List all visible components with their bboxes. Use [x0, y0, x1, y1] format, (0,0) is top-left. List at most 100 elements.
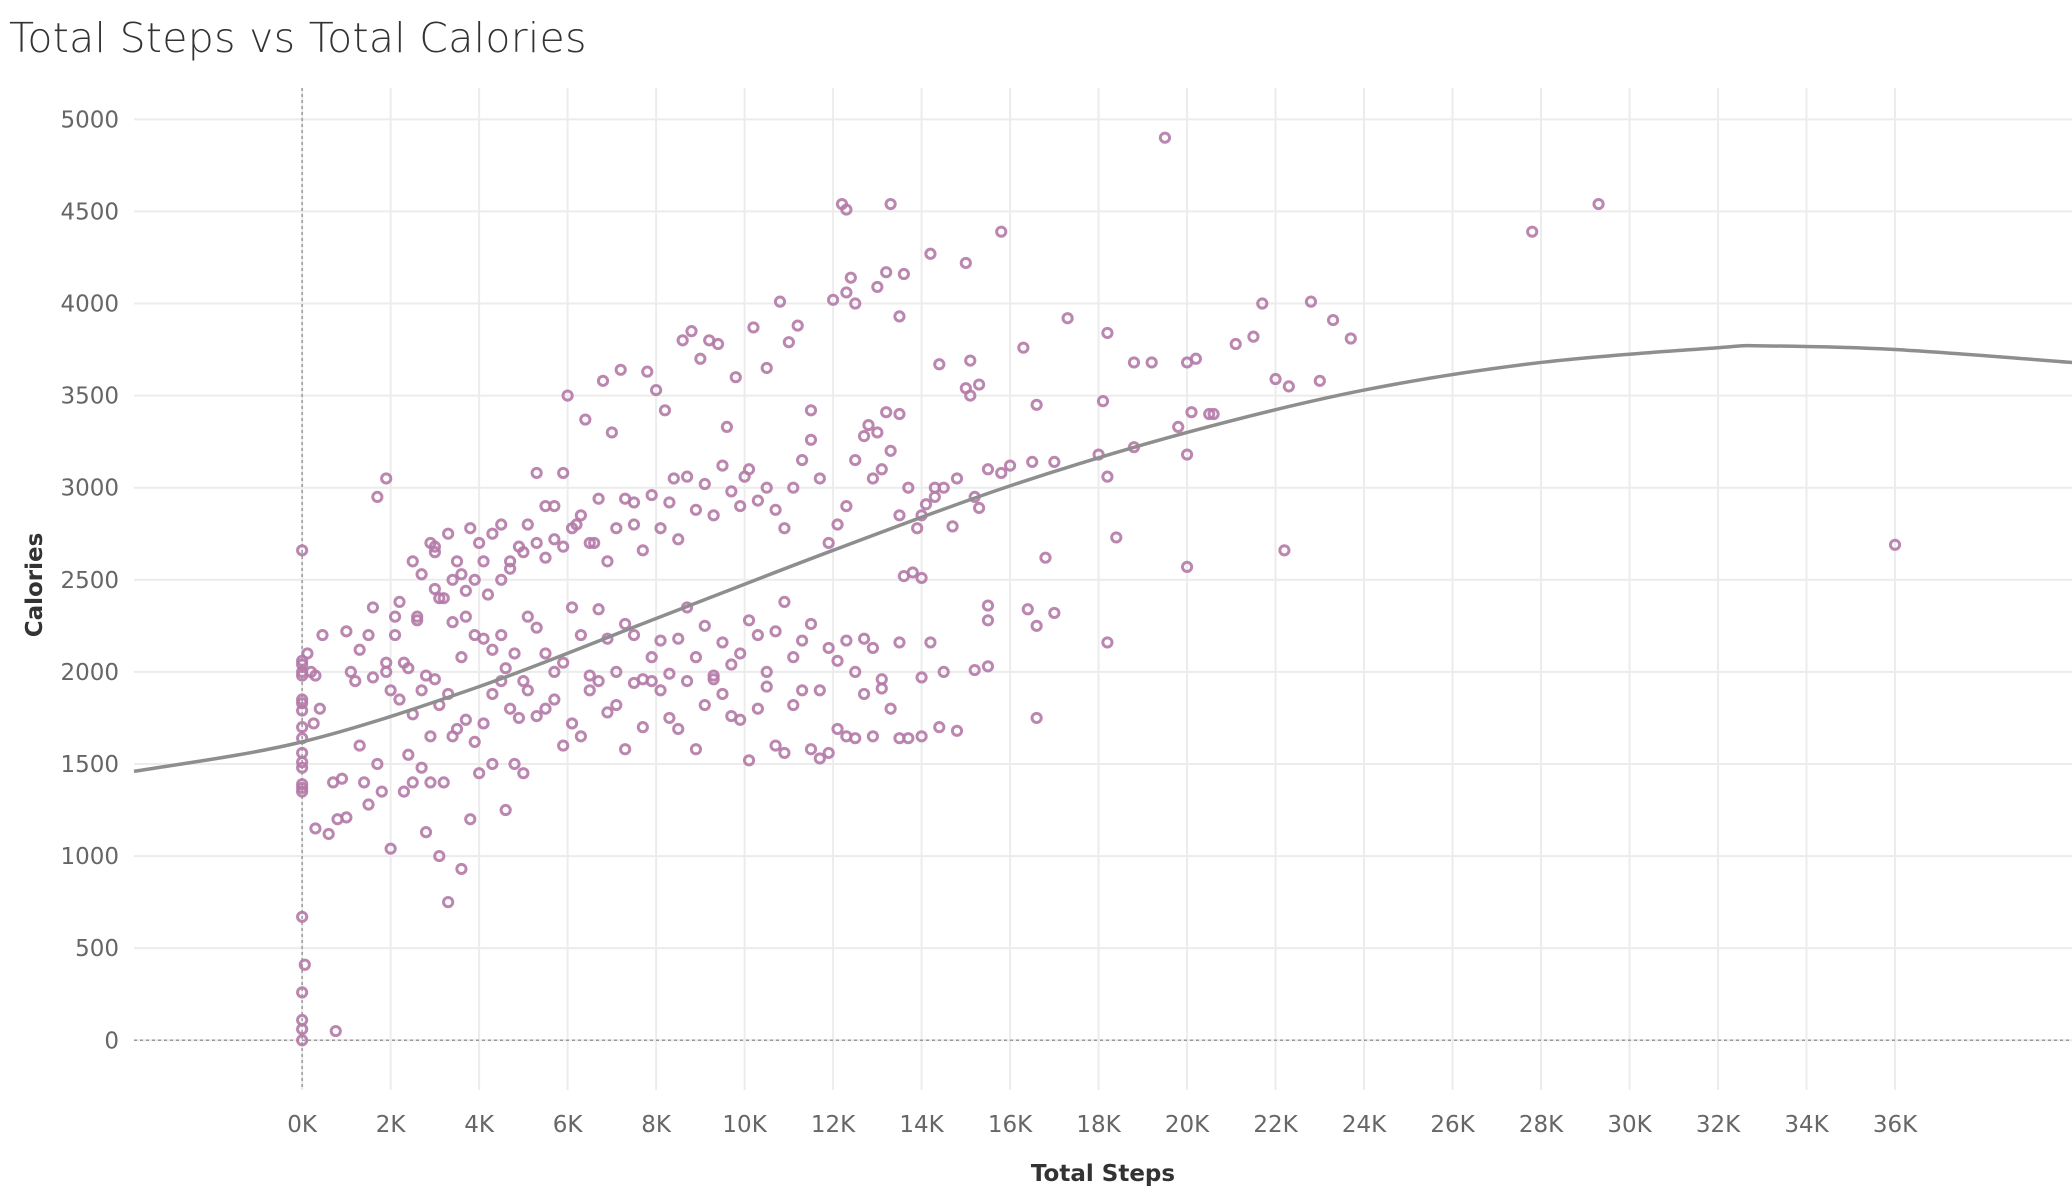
- data-point: [778, 595, 791, 608]
- data-point: [831, 518, 844, 531]
- data-point: [419, 669, 433, 682]
- data-point: [658, 404, 672, 417]
- data-point: [875, 682, 888, 695]
- data-point: [512, 711, 526, 725]
- data-point: [530, 536, 543, 550]
- data-point: [468, 573, 481, 586]
- data-point: [296, 1034, 309, 1047]
- data-point: [747, 321, 760, 334]
- data-point: [725, 658, 738, 671]
- data-point: [530, 709, 543, 723]
- data-point: [627, 676, 641, 690]
- data-point: [579, 413, 592, 426]
- data-point: [557, 739, 570, 752]
- data-point: [875, 463, 888, 476]
- data-point: [1180, 560, 1194, 573]
- data-point: [796, 453, 809, 467]
- data-point: [428, 546, 441, 559]
- data-point: [473, 767, 486, 780]
- data-point: [689, 651, 703, 664]
- data-point: [406, 555, 419, 568]
- data-point: [477, 717, 490, 730]
- data-point: [1021, 603, 1034, 616]
- data-point: [1127, 356, 1141, 369]
- data-point: [557, 656, 570, 669]
- data-point: [1269, 372, 1282, 386]
- data-point: [751, 702, 764, 715]
- data-point: [716, 687, 729, 701]
- data-point: [583, 536, 596, 550]
- data-point: [583, 684, 596, 697]
- data-point: [1158, 131, 1172, 144]
- y-axis-title: Calories: [22, 533, 48, 638]
- data-point: [583, 669, 596, 682]
- data-point: [707, 509, 720, 522]
- data-point: [353, 739, 366, 752]
- trend-line: [133, 343, 2072, 774]
- data-point: [309, 822, 322, 835]
- data-point: [455, 651, 468, 664]
- data-point: [375, 785, 388, 798]
- data-point: [1048, 606, 1061, 620]
- data-point: [1110, 531, 1123, 544]
- data-point: [813, 752, 826, 765]
- data-point: [450, 722, 464, 736]
- data-point: [672, 722, 685, 736]
- grid-lines: [134, 88, 2072, 1090]
- data-point: [1256, 297, 1269, 310]
- data-point: [676, 334, 689, 347]
- data-point: [574, 509, 587, 522]
- data-point: [981, 660, 995, 673]
- data-point: [565, 717, 579, 730]
- data-point: [787, 481, 800, 494]
- data-point: [298, 958, 311, 971]
- data-point: [459, 610, 472, 623]
- data-point: [1313, 374, 1326, 387]
- data-point: [619, 743, 632, 756]
- data-point: [446, 616, 459, 629]
- data-point: [840, 286, 853, 299]
- data-point: [884, 197, 897, 211]
- x-tick-label: 24K: [1342, 1112, 1387, 1138]
- data-point: [521, 518, 534, 531]
- y-tick-label: 1000: [60, 844, 119, 870]
- data-point: [897, 570, 910, 583]
- data-point: [349, 674, 362, 688]
- data-point: [362, 798, 375, 811]
- data-point: [1526, 225, 1539, 238]
- data-point: [366, 601, 380, 614]
- data-point: [973, 501, 986, 515]
- data-point: [893, 310, 906, 323]
- data-point: [437, 592, 450, 605]
- data-point: [1003, 459, 1017, 472]
- y-tick-label: 3000: [60, 476, 119, 502]
- data-point: [685, 325, 698, 338]
- data-point: [415, 761, 428, 774]
- data-point: [402, 662, 415, 675]
- data-point: [393, 595, 406, 608]
- data-point: [1101, 326, 1114, 340]
- data-point: [548, 500, 561, 513]
- y-axis-tick-labels: 0 500 1000 1500 2000 2500 3000 3500 4000 4500 5000: [60, 107, 119, 1054]
- data-point: [871, 280, 884, 294]
- data-point: [335, 772, 349, 785]
- data-point: [1017, 341, 1030, 354]
- data-point: [981, 614, 995, 627]
- data-point: [296, 658, 309, 671]
- data-point: [459, 584, 472, 597]
- data-point: [322, 827, 335, 841]
- data-point: [968, 663, 981, 677]
- x-tick-label: 0K: [287, 1112, 318, 1138]
- data-point: [301, 647, 314, 660]
- data-point: [831, 722, 844, 736]
- data-point: [782, 336, 795, 349]
- data-point: [340, 625, 353, 638]
- x-axis-title: Total Steps: [1031, 1161, 1175, 1187]
- data-point: [769, 739, 782, 752]
- data-point: [307, 717, 320, 730]
- data-point: [371, 490, 384, 504]
- x-tick-label: 36K: [1873, 1112, 1918, 1138]
- data-point: [1039, 551, 1052, 564]
- data-point: [353, 643, 366, 656]
- data-point: [663, 667, 676, 680]
